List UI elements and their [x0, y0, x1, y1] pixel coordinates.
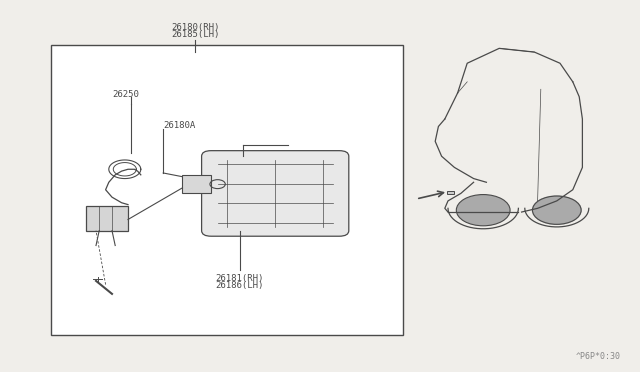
Text: 26180A: 26180A: [163, 121, 195, 130]
Text: 26180(RH): 26180(RH): [171, 23, 220, 32]
Text: 26181(RH): 26181(RH): [216, 274, 264, 283]
FancyBboxPatch shape: [182, 175, 211, 193]
Text: 26250: 26250: [112, 90, 139, 99]
Circle shape: [532, 196, 581, 224]
FancyBboxPatch shape: [51, 45, 403, 335]
Text: 26185(LH): 26185(LH): [171, 30, 220, 39]
FancyBboxPatch shape: [86, 206, 128, 231]
Circle shape: [456, 195, 510, 226]
Text: 26186(LH): 26186(LH): [216, 281, 264, 290]
FancyBboxPatch shape: [447, 191, 454, 194]
Text: ^P6P*0:30: ^P6P*0:30: [576, 352, 621, 361]
FancyBboxPatch shape: [202, 151, 349, 236]
